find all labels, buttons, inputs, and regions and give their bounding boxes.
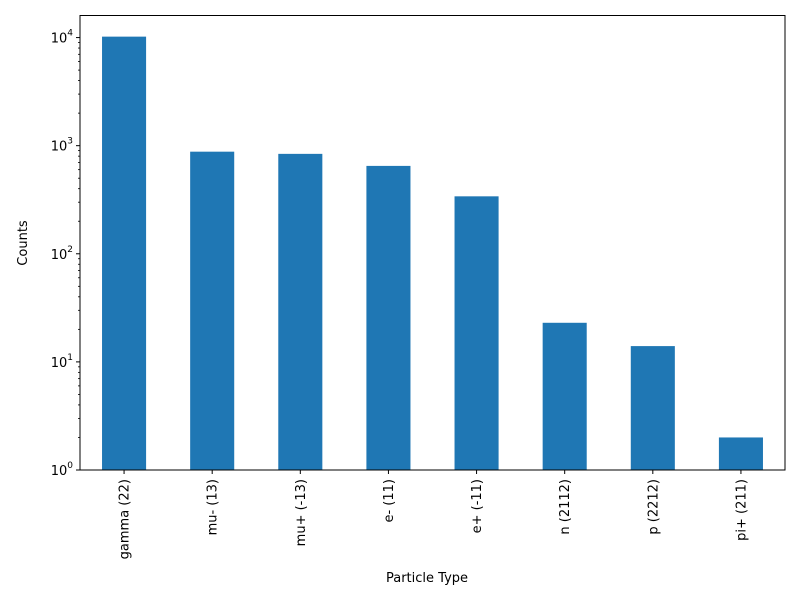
y-tick-exponent: 4 (67, 29, 73, 39)
x-tick-label-6: p (2212) (646, 479, 661, 535)
x-tick-label-5: n (2112) (558, 479, 573, 535)
y-tick-base: 10 (51, 140, 68, 155)
x-tick-label-4: e+ (-11) (470, 479, 485, 533)
y-axis-label: Counts (16, 220, 31, 266)
x-tick-label-0: gamma (22) (118, 479, 133, 559)
bar-0 (102, 36, 147, 471)
y-tick-exponent: 1 (67, 353, 73, 363)
bar-1 (190, 151, 235, 470)
y-tick-label-3: 103 (51, 137, 73, 155)
y-tick-label-4: 104 (51, 29, 74, 47)
y-tick-base: 10 (51, 356, 68, 371)
y-tick-base: 10 (51, 248, 68, 263)
y-tick-exponent: 0 (67, 461, 73, 471)
y-tick-exponent: 3 (67, 137, 73, 147)
bar-2 (278, 153, 323, 470)
y-tick-exponent: 2 (67, 245, 73, 255)
y-tick-base: 10 (51, 464, 68, 479)
plot-frame (79, 15, 786, 471)
y-tick-label-2: 102 (51, 245, 73, 263)
bar-5 (542, 322, 587, 470)
bar-4 (454, 196, 499, 470)
bar-3 (366, 165, 411, 471)
x-axis-ticks: gamma (22) mu- (13) mu+ (-13) e- (11) e+ (-1… (118, 470, 749, 559)
x-axis-label: Particle Type (386, 571, 468, 586)
bars-group (102, 36, 763, 471)
bar-6 (630, 346, 675, 470)
y-tick-base: 10 (51, 32, 68, 47)
bar-7 (718, 437, 763, 470)
y-tick-label-1: 101 (51, 353, 73, 371)
x-tick-label-7: pi+ (211) (734, 479, 749, 541)
x-tick-label-3: e- (11) (382, 479, 397, 523)
x-tick-label-2: mu+ (-13) (294, 479, 309, 546)
x-tick-label-1: mu- (13) (206, 479, 221, 535)
y-tick-label-0: 100 (51, 461, 74, 479)
